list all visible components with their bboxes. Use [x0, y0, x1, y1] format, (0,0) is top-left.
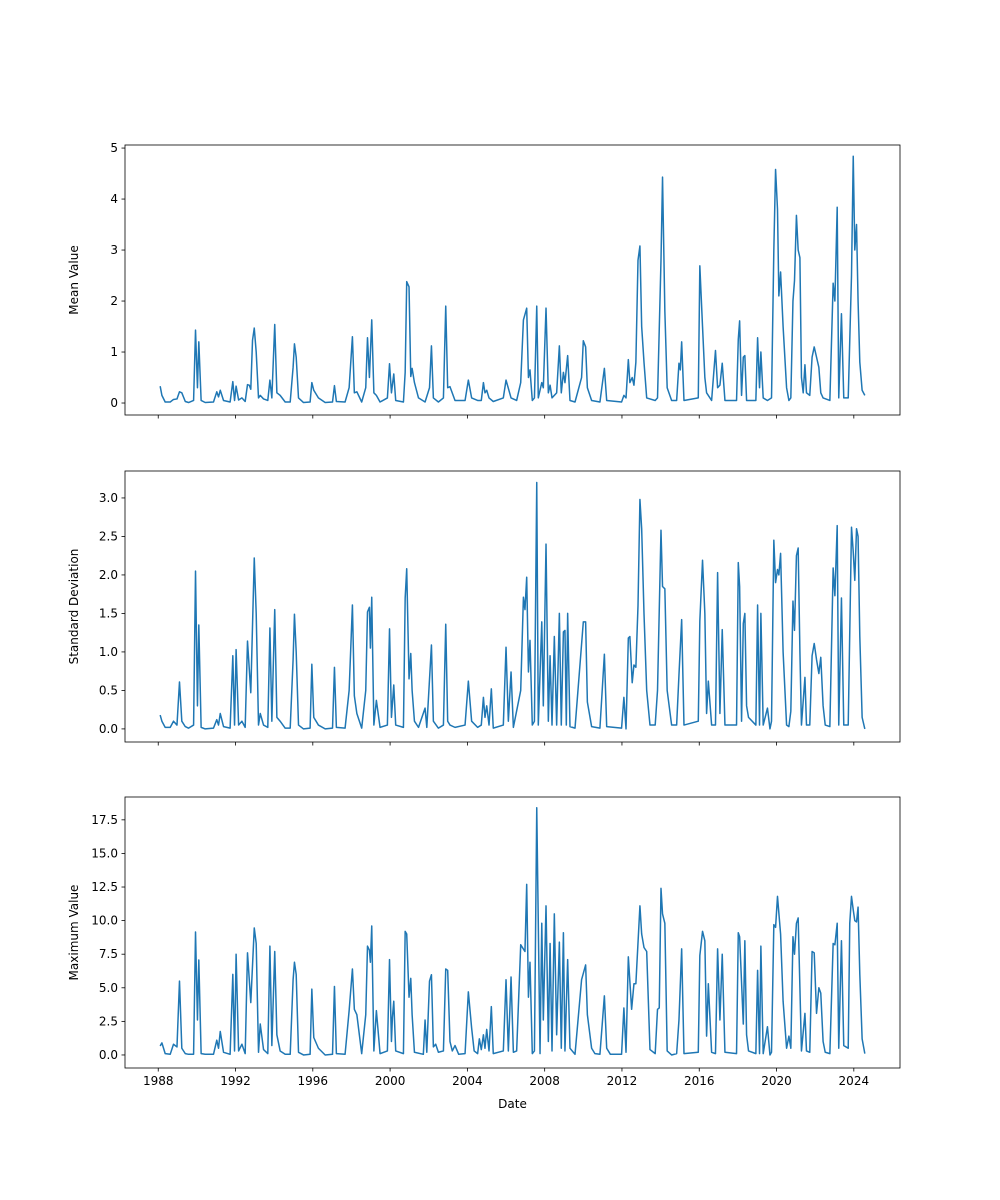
x-tick-label: 2024 [839, 1074, 870, 1088]
y-tick-label: 5 [110, 141, 118, 155]
y-tick-label: 15.0 [91, 846, 118, 860]
y-tick-label: 2.5 [99, 1014, 118, 1028]
series-line [159, 481, 866, 730]
series-line [159, 155, 866, 404]
y-tick-label: 1 [110, 345, 118, 359]
y-tick-label: 0.0 [99, 722, 118, 736]
x-tick-label: 2020 [761, 1074, 792, 1088]
x-tick-label: 1996 [298, 1074, 329, 1088]
x-axis-label: Date [498, 1097, 527, 1111]
y-tick-label: 3 [110, 243, 118, 257]
y-tick-label: 4 [110, 192, 118, 206]
x-tick-label: 1988 [143, 1074, 174, 1088]
y-tick-label: 10.0 [91, 914, 118, 928]
y-tick-label: 0.5 [99, 683, 118, 697]
y-axis-label: Maximum Value [67, 885, 81, 981]
y-tick-label: 2 [110, 294, 118, 308]
y-axis-label: Mean Value [67, 245, 81, 314]
y-tick-label: 0 [110, 396, 118, 410]
y-tick-label: 17.5 [91, 813, 118, 827]
x-tick-label: 2012 [607, 1074, 638, 1088]
y-tick-label: 2.5 [99, 529, 118, 543]
y-tick-label: 1.0 [99, 645, 118, 659]
x-tick-label: 1992 [220, 1074, 251, 1088]
y-axis-label: Standard Deviation [67, 549, 81, 665]
y-tick-label: 7.5 [99, 947, 118, 961]
y-tick-label: 2.0 [99, 568, 118, 582]
subplot-2: 0.0 0.5 1.0 1.5 2.0 2.5 3.0 Standard Deviation [67, 470, 901, 746]
y-tick-label: 0.0 [99, 1048, 118, 1062]
series-line [159, 807, 866, 1056]
subplot-1: 0 1 2 3 4 5 Mean Value [67, 141, 901, 419]
axes-frame [124, 470, 901, 743]
axes-frame [124, 796, 901, 1069]
x-tick-label: 2004 [452, 1074, 483, 1088]
axes-frame [124, 144, 901, 416]
subplot-3: 0.0 2.5 5.0 7.5 10.0 12.5 15.0 17.5 1988 1992 1996… [67, 796, 901, 1111]
x-tick-label: 2008 [529, 1074, 560, 1088]
y-tick-label: 5.0 [99, 981, 118, 995]
y-tick-label: 3.0 [99, 491, 118, 505]
x-tick-label: 2000 [375, 1074, 406, 1088]
y-tick-label: 12.5 [91, 880, 118, 894]
x-tick-label: 2016 [684, 1074, 715, 1088]
y-tick-label: 1.5 [99, 606, 118, 620]
